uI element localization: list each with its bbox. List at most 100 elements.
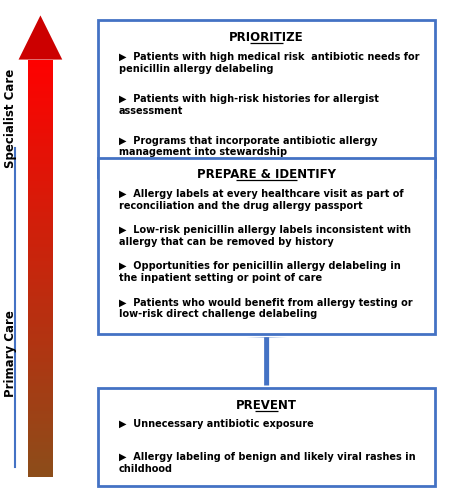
Bar	[28, 164, 53, 167]
Bar	[28, 66, 53, 70]
Bar	[28, 223, 53, 226]
Bar	[28, 199, 53, 202]
Bar	[28, 359, 53, 362]
Bar	[28, 438, 53, 442]
Bar	[28, 226, 53, 230]
Bar	[28, 275, 53, 278]
Bar	[28, 418, 53, 421]
Text: PREPARE & IDENTIFY: PREPARE & IDENTIFY	[197, 168, 336, 182]
Bar	[28, 195, 53, 199]
Bar	[28, 425, 53, 428]
Bar	[28, 171, 53, 174]
Bar	[28, 251, 53, 254]
Bar	[28, 167, 53, 171]
Bar	[28, 362, 53, 366]
Bar	[28, 70, 53, 73]
Bar	[28, 233, 53, 237]
Bar	[28, 307, 53, 310]
Bar	[28, 98, 53, 101]
Bar	[28, 150, 53, 154]
Bar	[28, 313, 53, 317]
Text: PRIORITIZE: PRIORITIZE	[229, 31, 304, 44]
Bar	[28, 157, 53, 160]
Bar	[28, 383, 53, 386]
Bar	[28, 122, 53, 125]
Bar	[28, 421, 53, 425]
Bar	[28, 258, 53, 261]
Bar	[28, 188, 53, 191]
Bar	[28, 261, 53, 265]
Bar	[28, 397, 53, 400]
Bar	[28, 119, 53, 122]
Bar	[28, 410, 53, 414]
Bar	[28, 324, 53, 327]
Bar	[28, 247, 53, 251]
Bar	[28, 237, 53, 240]
Bar	[28, 60, 53, 63]
Bar	[28, 140, 53, 143]
Text: PREVENT: PREVENT	[236, 399, 297, 412]
FancyBboxPatch shape	[98, 388, 436, 487]
Bar	[28, 292, 53, 296]
Bar	[28, 77, 53, 80]
Bar	[28, 431, 53, 435]
Text: Specialist Care: Specialist Care	[4, 69, 17, 168]
Bar	[28, 386, 53, 390]
Text: Primary Care: Primary Care	[4, 310, 17, 398]
Bar	[28, 230, 53, 233]
Bar	[28, 462, 53, 466]
Bar	[28, 254, 53, 258]
Bar	[28, 466, 53, 470]
Bar	[28, 303, 53, 307]
Text: ▶  Programs that incorporate antibiotic allergy
management into stewardship: ▶ Programs that incorporate antibiotic a…	[118, 136, 377, 157]
Bar	[28, 369, 53, 372]
Bar	[28, 393, 53, 397]
Text: ▶  Patients with high medical risk  antibiotic needs for
penicillin allergy dela: ▶ Patients with high medical risk antibi…	[118, 52, 419, 74]
Bar	[28, 327, 53, 331]
Bar	[28, 331, 53, 334]
Bar	[28, 285, 53, 289]
FancyBboxPatch shape	[98, 20, 436, 177]
Bar	[28, 132, 53, 136]
Text: ▶  Patients with high-risk histories for allergist
assessment: ▶ Patients with high-risk histories for …	[118, 94, 378, 116]
Bar	[28, 351, 53, 355]
Bar	[28, 206, 53, 209]
Bar	[28, 442, 53, 445]
Bar	[28, 289, 53, 292]
Bar	[28, 390, 53, 393]
Bar	[28, 299, 53, 303]
Text: ▶  Allergy labeling of benign and likely viral rashes in
childhood: ▶ Allergy labeling of benign and likely …	[118, 452, 415, 474]
Bar	[28, 334, 53, 338]
Bar	[28, 445, 53, 449]
Bar	[28, 403, 53, 407]
Bar	[28, 88, 53, 91]
Bar	[28, 282, 53, 285]
Bar	[28, 143, 53, 147]
Text: ▶  Low-risk penicillin allergy labels inconsistent with
allergy that can be remo: ▶ Low-risk penicillin allergy labels inc…	[118, 225, 410, 247]
Bar	[28, 400, 53, 403]
Bar	[28, 191, 53, 195]
Bar	[28, 372, 53, 376]
Bar	[28, 244, 53, 247]
Bar	[28, 80, 53, 84]
Bar	[28, 456, 53, 459]
Bar	[28, 209, 53, 213]
Bar	[28, 91, 53, 94]
Bar	[28, 470, 53, 473]
Bar	[28, 202, 53, 206]
Bar	[28, 213, 53, 216]
Bar	[28, 428, 53, 431]
Text: ▶  Allergy labels at every healthcare visit as part of
reconciliation and the dr: ▶ Allergy labels at every healthcare vis…	[118, 189, 403, 211]
Bar	[28, 317, 53, 320]
Bar	[28, 160, 53, 164]
Bar	[28, 341, 53, 344]
Bar	[28, 414, 53, 418]
Bar	[28, 473, 53, 477]
Bar	[28, 112, 53, 115]
Bar	[28, 63, 53, 66]
Bar	[28, 129, 53, 132]
Bar	[28, 310, 53, 313]
Polygon shape	[18, 15, 62, 60]
Bar	[28, 147, 53, 150]
Bar	[28, 216, 53, 219]
